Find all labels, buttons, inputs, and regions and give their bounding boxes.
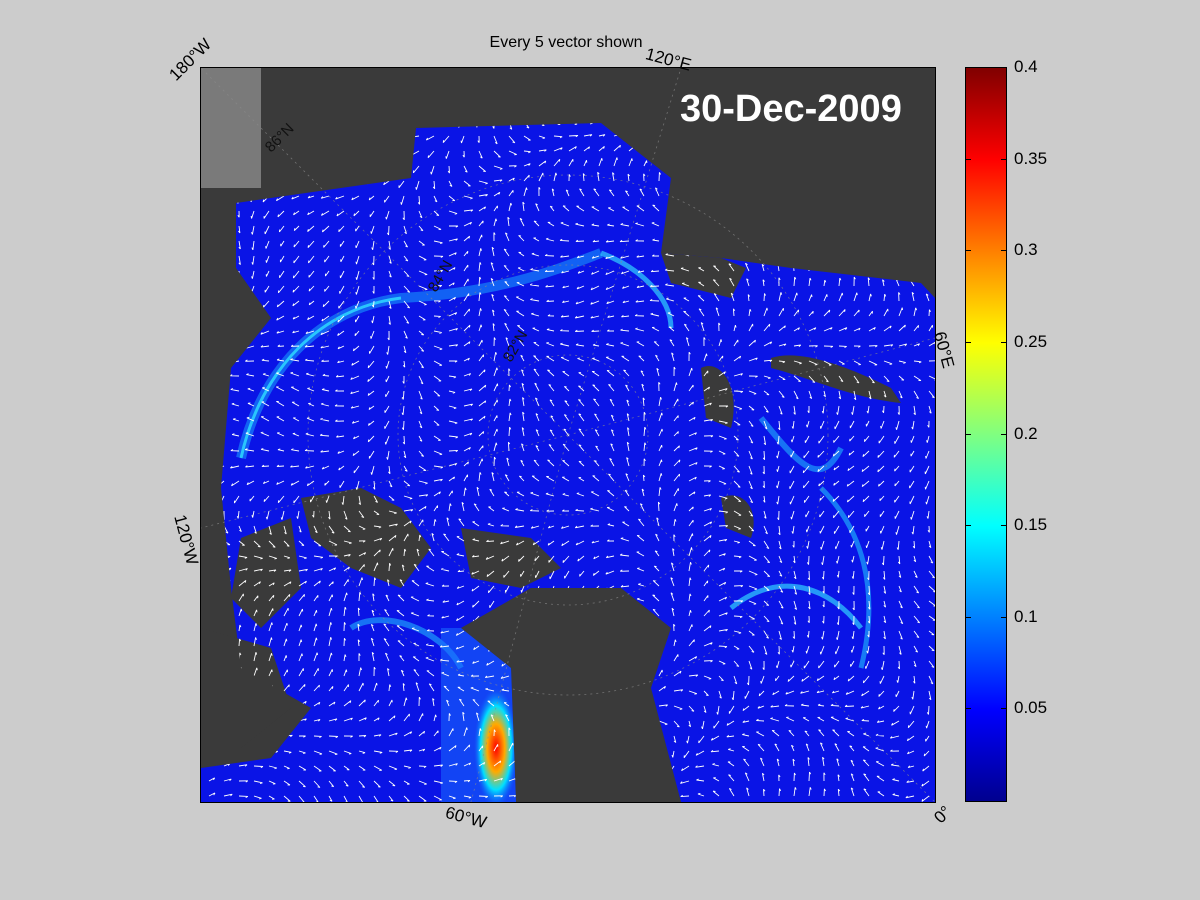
colorbar-tick-mark — [1001, 708, 1006, 710]
colorbar — [965, 67, 1007, 802]
colorbar-tick-label: 0.05 — [1014, 698, 1048, 718]
land-mass — [201, 628, 291, 758]
date-label: 30-Dec-2009 — [680, 88, 902, 130]
lon-label-60w: 60°W — [443, 802, 489, 833]
latitude-circle — [397, 264, 739, 606]
latitude-circle — [487, 354, 649, 516]
meridian-line — [201, 68, 569, 436]
land-grey-corner — [201, 68, 261, 188]
speed-band-3 — [600, 250, 674, 329]
colorbar-tick-mark — [966, 341, 971, 343]
land-mass — [661, 253, 746, 298]
land-mass — [771, 355, 901, 403]
colorbar-tick-mark — [966, 158, 971, 160]
colorbar-tick-mark — [966, 616, 971, 618]
speed-band-7 — [819, 486, 872, 669]
colorbar-tick-mark — [966, 433, 971, 435]
colorbar-tick-mark — [1001, 250, 1006, 252]
land-mass — [721, 495, 754, 538]
colorbar-tick-mark — [1001, 341, 1006, 343]
colorbar-tick-label: 0.3 — [1014, 240, 1038, 260]
colorbar-tick-mark — [966, 525, 971, 527]
land-mass — [301, 488, 431, 588]
colorbar-tick-mark — [1001, 158, 1006, 160]
speed-band-2 — [239, 296, 402, 459]
colorbar-tick-label: 0.15 — [1014, 515, 1048, 535]
meridian-line — [567, 434, 935, 802]
plot-title: Every 5 vector shown — [489, 34, 643, 51]
colorbar-tick-mark — [1001, 67, 1006, 68]
lon-label-120w: 120°W — [170, 512, 202, 568]
land-mass — [231, 518, 301, 628]
lon-label-0: 0° — [930, 802, 956, 828]
ice-drift-map: 86°N 84°N 82°N — [201, 68, 935, 802]
land-masses — [201, 253, 901, 758]
colorbar-tick-label: 0.35 — [1014, 148, 1048, 168]
graticule — [201, 68, 935, 802]
colorbar-tick-mark — [966, 708, 971, 710]
colorbar-tick-label: 0.1 — [1014, 606, 1038, 626]
colorbar-tick-mark — [1001, 525, 1006, 527]
meridian-line — [567, 68, 682, 436]
colorbar-tick-label: 0.25 — [1014, 331, 1048, 351]
map-frame: 86°N 84°N 82°N — [200, 67, 936, 803]
speed-band-5 — [729, 583, 863, 630]
colorbar-tick-mark — [1001, 616, 1006, 618]
latitude-circle — [307, 174, 829, 696]
land-mass — [701, 366, 734, 428]
colorbar-tick-mark — [1001, 433, 1006, 435]
colorbar-tick-label: 0.2 — [1014, 423, 1038, 443]
colorbar-tick-label: 0.4 — [1014, 57, 1038, 76]
colorbar-tick-mark — [966, 250, 971, 252]
colorbar-tick-mark — [966, 67, 971, 68]
